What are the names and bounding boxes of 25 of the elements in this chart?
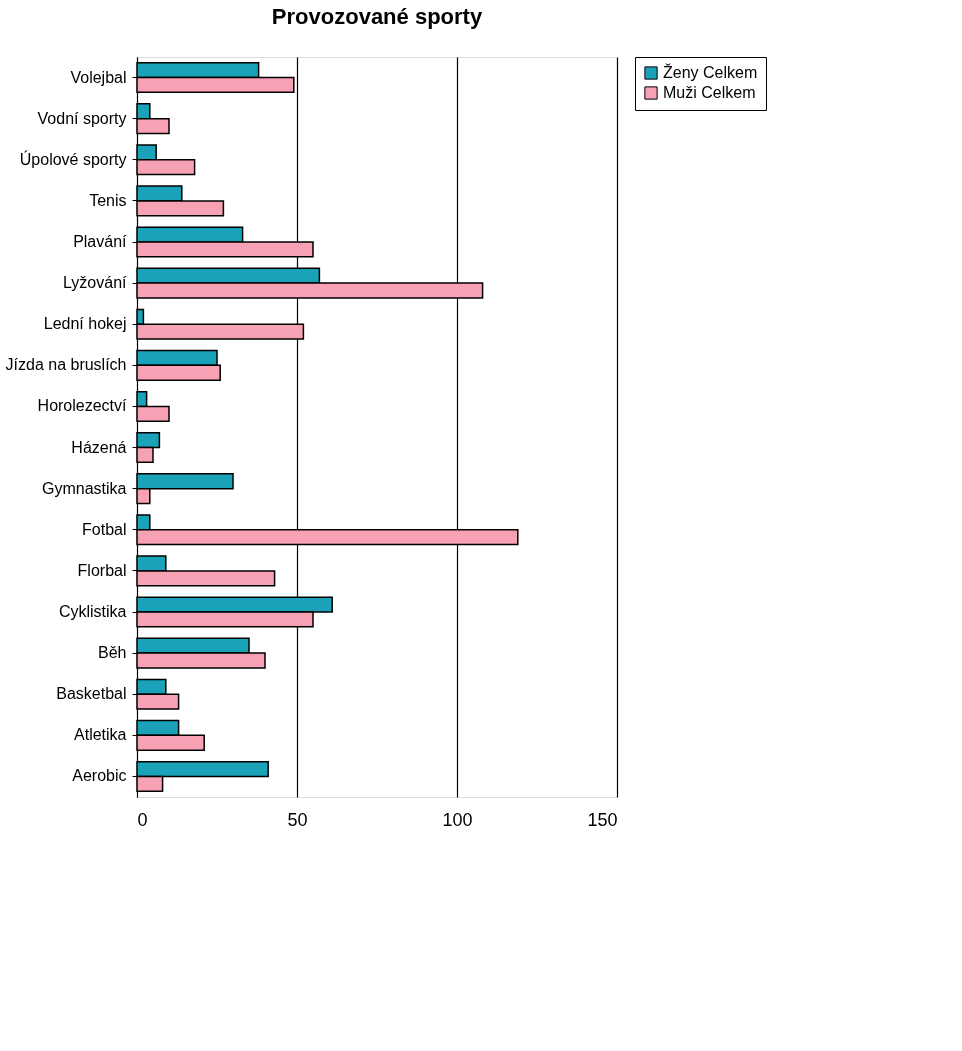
- y-tick-label: Atletika: [74, 726, 127, 744]
- y-tick-label: Florbal: [77, 561, 127, 579]
- y-tick-label: Volejbal: [70, 68, 127, 86]
- y-tick-label: Basketbal: [56, 685, 127, 703]
- x-tick-label: 150: [587, 809, 618, 830]
- legend-label: Muži Celkem: [663, 84, 756, 101]
- y-tick-label: Běh: [98, 644, 127, 662]
- y-tick-label: Házená: [71, 438, 127, 456]
- y-tick-label: Vodní sporty: [37, 109, 127, 127]
- x-tick-label: 0: [137, 809, 148, 830]
- y-tick-label: Tenis: [89, 191, 127, 209]
- y-tick-label: Jízda na bruslích: [5, 356, 127, 374]
- y-tick-label: Cyklistika: [58, 603, 127, 620]
- y-tick-label: Horolezectví: [37, 397, 128, 415]
- legend-label: Ženy Celkem: [663, 63, 758, 81]
- y-tick-label: Úpolové sporty: [19, 149, 127, 168]
- y-tick-label: Gymnastika: [42, 479, 127, 497]
- chart-title: Provozované sporty: [271, 3, 483, 29]
- y-tick-label: Fotbal: [82, 520, 127, 538]
- y-tick-label: Lední hokej: [43, 315, 127, 333]
- y-tick-label: Plavání: [73, 233, 128, 250]
- y-tick-label: Lyžování: [63, 274, 128, 292]
- x-tick-label: 100: [442, 809, 473, 830]
- x-tick-label: 50: [287, 809, 308, 830]
- y-tick-label: Aerobic: [72, 767, 127, 785]
